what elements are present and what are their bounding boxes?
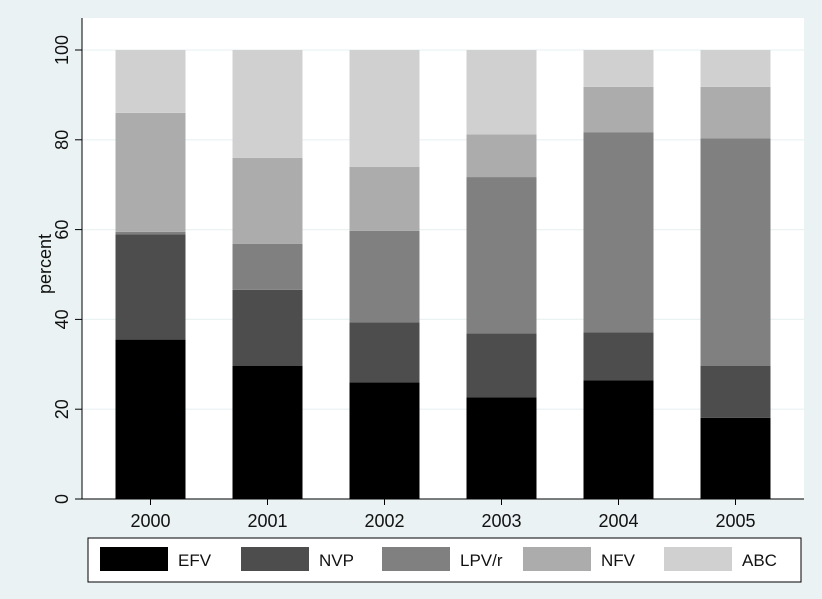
bar-segment-abc-2002: [349, 50, 420, 167]
legend-swatch-efv: [100, 547, 168, 571]
bar-segment-lpv-r-2005: [700, 138, 771, 366]
bar-segment-lpv-r-2000: [115, 231, 186, 235]
x-tick-label: 2003: [481, 511, 521, 531]
bar-segment-nvp-2002: [349, 322, 420, 383]
x-axis: 2000 2001 2002 2003 2004 2005: [82, 498, 804, 531]
x-tick-label: 2001: [247, 511, 287, 531]
legend-label-nfv: NFV: [601, 551, 636, 570]
legend-label-lpv-r: LPV/r: [460, 551, 503, 570]
legend-label-abc: ABC: [742, 551, 777, 570]
y-axis: 0 20 40 60 80 100: [52, 18, 83, 504]
bar-segment-efv-2004: [583, 380, 654, 499]
bar-segment-lpv-r-2001: [232, 243, 303, 290]
bar-segment-lpv-r-2003: [466, 177, 537, 334]
y-tick-label: 80: [52, 130, 72, 150]
legend-swatch-abc: [664, 547, 732, 571]
bar-segment-nfv-2002: [349, 166, 420, 231]
bar-segment-abc-2005: [700, 50, 771, 87]
bar-segment-nfv-2005: [700, 86, 771, 139]
bar-segment-nfv-2004: [583, 86, 654, 133]
bar-segment-abc-2003: [466, 50, 537, 135]
bar-segment-nvp-2001: [232, 289, 303, 366]
bars: [115, 50, 771, 499]
x-tick-label: 2002: [364, 511, 404, 531]
bar-segment-nvp-2004: [583, 332, 654, 381]
bar-segment-lpv-r-2004: [583, 132, 654, 333]
bar-segment-nvp-2000: [115, 234, 186, 340]
bar-segment-abc-2000: [115, 50, 186, 113]
x-tick-label: 2004: [598, 511, 638, 531]
y-tick-label: 100: [52, 35, 72, 65]
bar-segment-nvp-2005: [700, 365, 771, 418]
bar-segment-abc-2001: [232, 50, 303, 158]
bar-segment-nvp-2003: [466, 333, 537, 398]
bar-segment-abc-2004: [583, 50, 654, 87]
bar-segment-efv-2005: [700, 417, 771, 499]
y-tick-label: 60: [52, 220, 72, 240]
bar-segment-efv-2003: [466, 397, 537, 499]
y-axis-title: percent: [35, 234, 55, 294]
x-tick-label: 2000: [130, 511, 170, 531]
bar-segment-nfv-2003: [466, 134, 537, 178]
y-tick-label: 0: [52, 494, 72, 504]
legend-swatch-nfv: [523, 547, 591, 571]
legend-swatch-nvp: [241, 547, 309, 571]
bar-segment-nfv-2000: [115, 112, 186, 232]
bar-segment-efv-2001: [232, 365, 303, 499]
y-tick-label: 40: [52, 309, 72, 329]
y-tick-label: 20: [52, 399, 72, 419]
plot-area: [82, 18, 804, 499]
x-tick-label: 2005: [715, 511, 755, 531]
bar-segment-efv-2000: [115, 339, 186, 499]
bar-segment-nfv-2001: [232, 157, 303, 244]
legend-label-nvp: NVP: [319, 551, 354, 570]
bar-segment-efv-2002: [349, 382, 420, 499]
legend-label-efv: EFV: [178, 551, 212, 570]
bar-segment-lpv-r-2002: [349, 230, 420, 323]
legend: EFV NVP LPV/r NFV ABC: [87, 537, 802, 583]
legend-swatch-lpv-r: [382, 547, 450, 571]
